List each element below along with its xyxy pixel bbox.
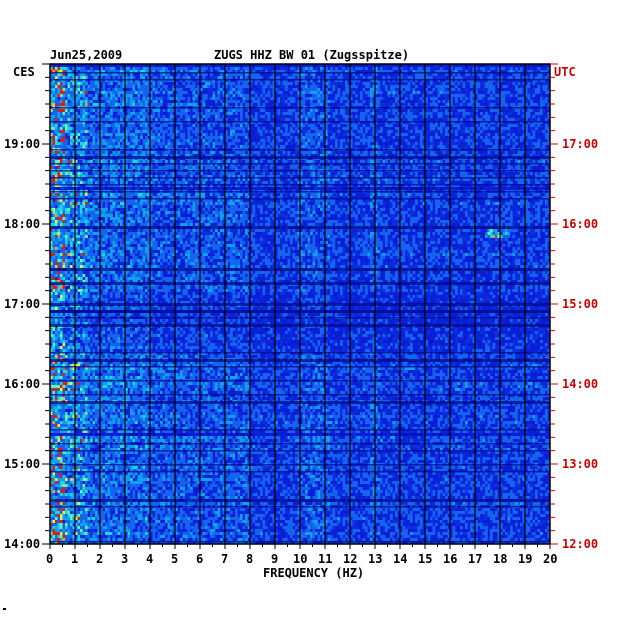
right-time-label-13:00: 13:00 — [562, 457, 598, 471]
right-time-label-16:00: 16:00 — [562, 217, 598, 231]
x-tick-label-0: 0 — [46, 552, 53, 566]
x-tick-label-15: 15 — [418, 552, 432, 566]
x-tick-label-17: 17 — [468, 552, 482, 566]
left-time-label-15:00: 15:00 — [4, 457, 40, 471]
x-tick-label-14: 14 — [393, 552, 407, 566]
x-axis-label: FREQUENCY (HZ) — [263, 566, 364, 580]
x-tick-label-1: 1 — [71, 552, 78, 566]
x-tick-label-3: 3 — [121, 552, 128, 566]
x-tick-label-12: 12 — [343, 552, 357, 566]
left-time-label-18:00: 18:00 — [4, 217, 40, 231]
x-tick-label-11: 11 — [318, 552, 332, 566]
x-tick-label-8: 8 — [246, 552, 253, 566]
x-tick-label-20: 20 — [543, 552, 557, 566]
x-tick-label-18: 18 — [493, 552, 507, 566]
x-tick-label-7: 7 — [221, 552, 228, 566]
x-tick-label-2: 2 — [96, 552, 103, 566]
left-time-label-19:00: 19:00 — [4, 137, 40, 151]
left-time-label-17:00: 17:00 — [4, 297, 40, 311]
right-time-label-12:00: 12:00 — [562, 537, 598, 551]
x-tick-label-13: 13 — [368, 552, 382, 566]
left-time-label-16:00: 16:00 — [4, 377, 40, 391]
x-tick-label-19: 19 — [518, 552, 532, 566]
right-time-label-17:00: 17:00 — [562, 137, 598, 151]
x-tick-label-4: 4 — [146, 552, 153, 566]
x-tick-label-10: 10 — [293, 552, 307, 566]
corner-mark — [3, 608, 6, 610]
x-tick-label-5: 5 — [171, 552, 178, 566]
right-time-label-15:00: 15:00 — [562, 297, 598, 311]
left-time-label-14:00: 14:00 — [4, 537, 40, 551]
x-tick-label-6: 6 — [196, 552, 203, 566]
x-tick-label-16: 16 — [443, 552, 457, 566]
right-time-label-14:00: 14:00 — [562, 377, 598, 391]
x-tick-label-9: 9 — [271, 552, 278, 566]
